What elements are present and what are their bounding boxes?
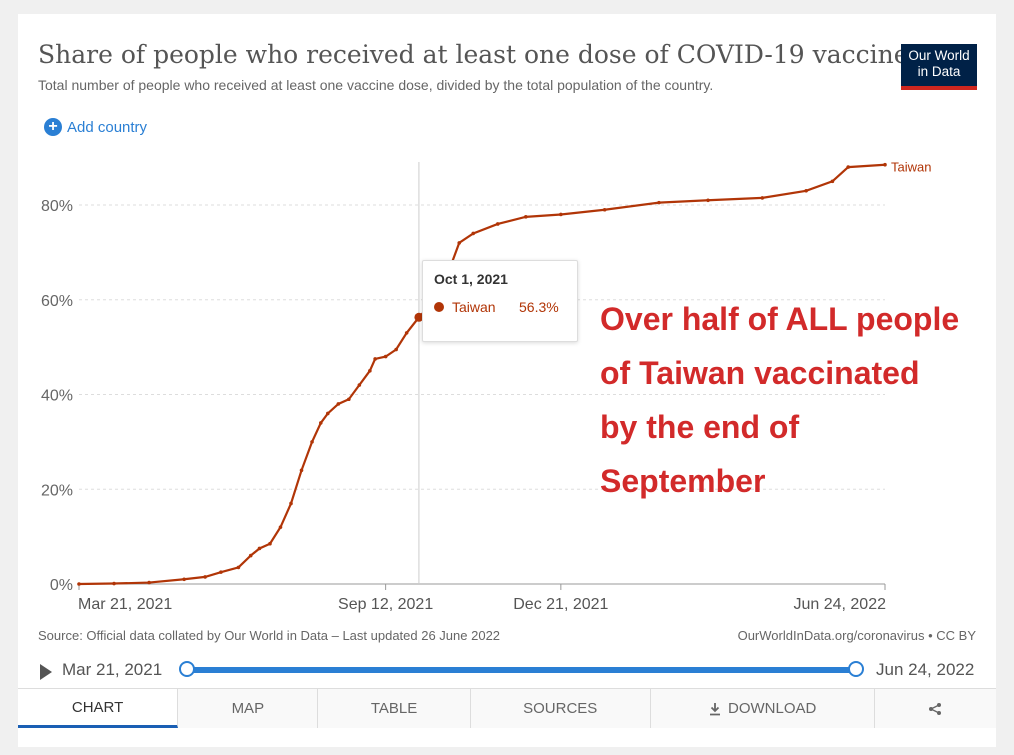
y-tick-label: 60% xyxy=(41,293,73,310)
tab-chart-label: CHART xyxy=(71,698,124,716)
chart-tooltip: Oct 1, 2021 Taiwan 56.3% xyxy=(422,260,578,342)
data-point xyxy=(368,369,372,373)
timeline: Mar 21, 2021 Jun 24, 2022 xyxy=(18,654,996,688)
timeline-end-label: Jun 24, 2022 xyxy=(876,660,975,679)
data-point xyxy=(248,553,253,558)
tab-table[interactable]: TABLE xyxy=(318,689,471,728)
timeline-start-handle[interactable] xyxy=(179,661,195,677)
data-point xyxy=(373,357,377,361)
data-point xyxy=(112,581,116,586)
data-point xyxy=(257,546,262,551)
x-tick-label: Dec 21, 2021 xyxy=(513,596,608,613)
play-icon[interactable] xyxy=(40,664,52,680)
data-point xyxy=(236,565,241,570)
annotation-text: Over half of ALL people of Taiwan vaccin… xyxy=(600,292,1000,508)
tab-sources[interactable]: SOURCES xyxy=(470,689,651,728)
plus-icon: + xyxy=(44,118,62,136)
data-point xyxy=(471,231,476,236)
tab-map-label: MAP xyxy=(231,700,265,717)
data-point xyxy=(404,331,409,335)
highlight-point xyxy=(414,312,424,322)
add-country-button[interactable]: + Add country xyxy=(44,118,147,136)
data-point xyxy=(268,541,272,546)
timeline-start-label: Mar 21, 2021 xyxy=(62,660,163,679)
tab-download[interactable]: DOWNLOAD xyxy=(650,689,875,728)
data-point xyxy=(830,179,835,184)
tab-chart[interactable]: CHART xyxy=(18,689,179,728)
chart-title: Share of people who received at least on… xyxy=(38,40,909,69)
y-tick-label: 80% xyxy=(41,198,73,215)
add-country-label: Add country xyxy=(67,118,148,136)
data-point xyxy=(706,198,710,203)
data-point xyxy=(319,421,323,425)
tooltip-series-name: Taiwan xyxy=(452,299,496,315)
source-note[interactable]: Source: Official data collated by Our Wo… xyxy=(38,628,501,643)
tab-share[interactable] xyxy=(874,689,996,728)
tab-map[interactable]: MAP xyxy=(178,689,319,728)
data-point xyxy=(219,570,223,574)
x-tick-label: Sep 12, 2021 xyxy=(338,596,433,613)
share-icon xyxy=(929,702,942,715)
data-point xyxy=(559,212,563,217)
owid-logo[interactable]: Our World in Data xyxy=(901,44,977,90)
tooltip-value: 56.3% xyxy=(519,299,559,315)
data-point xyxy=(326,411,330,416)
annotation-line: by the end of xyxy=(600,409,800,445)
data-point xyxy=(394,347,398,352)
tooltip-row: Taiwan 56.3% xyxy=(434,299,559,315)
data-point xyxy=(495,222,500,226)
timeline-end-handle[interactable] xyxy=(848,661,864,677)
tab-table-label: TABLE xyxy=(370,700,418,717)
data-point xyxy=(147,580,151,585)
data-point xyxy=(278,525,283,529)
data-point xyxy=(77,582,81,586)
data-point xyxy=(347,397,351,402)
data-point xyxy=(383,354,388,359)
y-tick-label: 20% xyxy=(41,482,73,499)
data-point xyxy=(182,577,186,582)
logo-line-1: Our World xyxy=(908,48,970,63)
tab-download-label: DOWNLOAD xyxy=(728,700,817,717)
data-point xyxy=(760,196,765,200)
annotation-line: Over half of ALL people xyxy=(600,301,960,337)
series-dot-icon xyxy=(434,302,444,312)
logo-line-2: in Data xyxy=(917,64,961,79)
data-point xyxy=(883,162,887,167)
data-point xyxy=(357,383,362,387)
data-point xyxy=(846,165,851,169)
data-point xyxy=(203,575,207,579)
data-point xyxy=(602,207,607,212)
data-point xyxy=(524,215,528,219)
annotation-line: of Taiwan vaccinated xyxy=(600,355,920,391)
tab-bar: CHART MAP TABLE SOURCES DOWNLOAD xyxy=(18,688,996,728)
x-tick-label: Mar 21, 2021 xyxy=(78,596,172,613)
data-point xyxy=(299,468,304,473)
tooltip-date: Oct 1, 2021 xyxy=(434,271,508,287)
y-tick-label: 40% xyxy=(41,388,73,405)
download-icon xyxy=(710,702,721,715)
y-tick-label: 0% xyxy=(50,577,73,594)
annotation-line: September xyxy=(600,463,766,499)
timeline-track[interactable] xyxy=(186,667,856,673)
chart-subtitle: Total number of people who received at l… xyxy=(38,77,714,93)
x-tick-label: Jun 24, 2022 xyxy=(793,596,886,613)
data-point xyxy=(457,241,462,245)
data-point xyxy=(310,440,314,444)
series-end-label: Taiwan xyxy=(891,160,931,175)
chart-card: Share of people who received at least on… xyxy=(18,14,996,747)
credit-note[interactable]: OurWorldInData.org/coronavirus • CC BY xyxy=(737,628,976,643)
data-point xyxy=(804,188,808,193)
data-point xyxy=(657,200,661,205)
data-point xyxy=(336,402,341,406)
tab-sources-label: SOURCES xyxy=(523,700,598,717)
data-point xyxy=(289,501,293,506)
